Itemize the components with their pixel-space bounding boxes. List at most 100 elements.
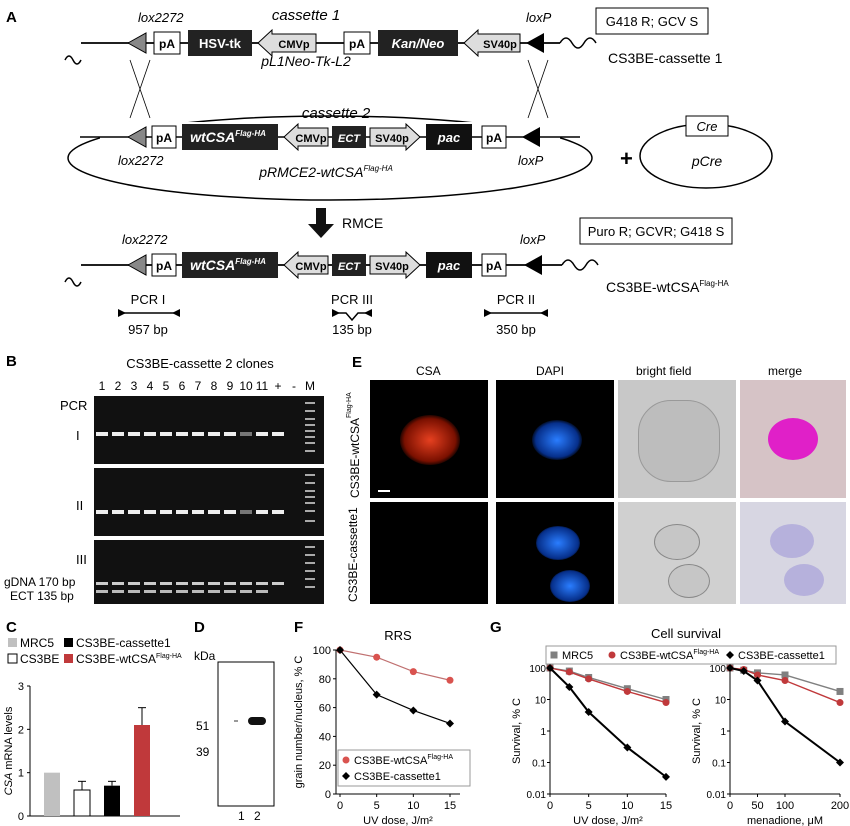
x-tick-label: 0 (727, 800, 733, 812)
gel-band (192, 510, 204, 514)
svg-text:SV40p: SV40p (483, 39, 517, 51)
final-name: CS3BE-wtCSAFlag-HA (606, 279, 729, 295)
data-point (781, 671, 789, 679)
gel-band (112, 510, 124, 514)
svg-text:CMVp: CMVp (278, 39, 309, 51)
data-point (662, 772, 670, 781)
kan-neo-box (378, 30, 458, 56)
svg-text:MRC5: MRC5 (20, 636, 54, 650)
gel-band (96, 510, 108, 514)
svg-text:pac: pac (437, 258, 461, 273)
svg-text:39: 39 (196, 745, 210, 759)
gel-band (240, 510, 252, 514)
data-point (409, 668, 417, 676)
gel-band (240, 590, 252, 593)
x-tick-label: 5 (374, 800, 380, 812)
gel-band (96, 590, 108, 593)
loxp-triangle-1 (526, 33, 544, 53)
svg-text:ECT: ECT (338, 133, 361, 145)
gel-band (160, 510, 172, 514)
lane-label: 1 (99, 379, 106, 393)
y-tick-label: 1 (720, 727, 726, 738)
svg-text:pA: pA (156, 259, 172, 273)
lane-labels: 1 2 3 4 5 6 7 8 9 10 11 + - M (99, 379, 315, 393)
gel-ii (94, 468, 324, 536)
img-csa-wt (370, 380, 488, 498)
svg-text:wtCSAFlag-HA: wtCSAFlag-HA (190, 129, 266, 145)
x-tick-label: 15 (444, 800, 456, 812)
svg-text:pac: pac (437, 130, 461, 145)
gel-band (128, 582, 140, 585)
chart-title: Cell survival (651, 626, 721, 641)
gel-band (240, 582, 252, 585)
lane-label: 11 (256, 379, 269, 393)
lane-label: 6 (179, 379, 186, 393)
data-point (726, 651, 734, 659)
wtcsa-box-1 (182, 124, 278, 150)
svg-text:CS3BE: CS3BE (20, 652, 59, 666)
hsv-tk-box (188, 30, 252, 56)
data-point (446, 676, 454, 684)
svg-text:PCR II: PCR II (497, 292, 535, 307)
lox2272-label-2: lox2272 (118, 153, 164, 168)
data-point (623, 743, 632, 752)
gel-band (112, 582, 124, 585)
gel-band (256, 582, 268, 585)
svg-text:F: F (294, 619, 303, 636)
svg-text:pA: pA (486, 259, 502, 273)
img-bf-wt (618, 380, 736, 498)
data-point (446, 719, 454, 728)
svg-text:pA: pA (349, 37, 365, 51)
x-axis-label: UV dose, J/m² (363, 815, 433, 826)
data-point (565, 682, 574, 691)
svg-text:PCR III: PCR III (331, 292, 373, 307)
data-point (753, 676, 762, 685)
gel-band (224, 510, 236, 514)
x-tick-label: 50 (751, 800, 763, 812)
data-point (739, 667, 748, 676)
img-csa-cassette (370, 502, 488, 604)
cassette2-plasmid: pRMCE2-wtCSAFlag-HA (258, 164, 393, 180)
img-dapi-cassette (496, 502, 614, 604)
data-point (662, 699, 670, 707)
row-label-2: CS3BE-cassette1 (346, 507, 360, 603)
chart-title: RRS (384, 628, 412, 643)
svg-text:B: B (6, 353, 17, 370)
bar (134, 725, 150, 816)
panel-a-letter: A (6, 9, 17, 26)
lane-label: 2 (115, 379, 122, 393)
data-point (565, 668, 573, 676)
bar (104, 785, 120, 816)
gel-band (256, 590, 268, 593)
y-tick-label: 0.1 (532, 759, 546, 770)
panel-f-chart: F RRS 0 20 40 60 80 100 0 5 10 15 UV dose, J/m² grai… (293, 619, 471, 826)
rmce-arrow (308, 224, 334, 238)
y-tick-label: 10 (535, 696, 547, 707)
x-tick-label: 5 (586, 800, 592, 812)
gel-band (272, 582, 284, 585)
bar (73, 789, 91, 817)
svg-text:135 bp: 135 bp (332, 322, 372, 337)
cassette1-phenotype: G418 R; GCV S (606, 14, 699, 29)
gel-band (160, 590, 172, 593)
gel-band (256, 510, 268, 514)
band-label-gdna: gDNA 170 bp (4, 575, 76, 589)
y-axis-label: CSA mRNA levels (3, 706, 15, 795)
cassette1-title: cassette 1 (272, 7, 340, 24)
svg-text:pA: pA (156, 131, 172, 145)
blot-band (248, 717, 266, 725)
gel-band (224, 582, 236, 585)
data-point (754, 671, 761, 679)
loxp-label-1: loxP (526, 10, 552, 25)
data-point (584, 708, 593, 717)
final-phenotype: Puro R; GCVR; G418 S (588, 224, 725, 239)
data-point (342, 756, 350, 764)
gel-title: CS3BE-cassette 2 clones (126, 356, 274, 371)
data-point (623, 687, 631, 695)
y-tick-label: 80 (319, 674, 331, 686)
y-tick-label: 2 (18, 724, 24, 736)
plus-sign: + (620, 146, 633, 171)
y-tick-label: 0 (325, 789, 331, 801)
gel-band (176, 582, 188, 585)
lane-label: - (292, 379, 296, 393)
